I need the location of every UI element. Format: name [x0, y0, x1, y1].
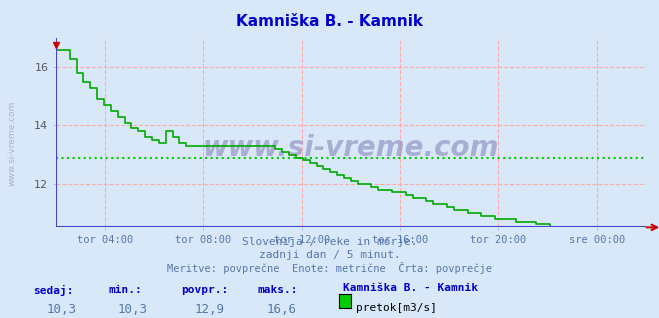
Text: zadnji dan / 5 minut.: zadnji dan / 5 minut. [258, 250, 401, 259]
Text: www.si-vreme.com: www.si-vreme.com [8, 100, 17, 186]
Text: 10,3: 10,3 [117, 303, 148, 316]
Text: Kamniška B. - Kamnik: Kamniška B. - Kamnik [343, 283, 478, 293]
Text: min.:: min.: [109, 285, 142, 294]
Text: povpr.:: povpr.: [181, 285, 229, 294]
Text: 10,3: 10,3 [46, 303, 76, 316]
Text: sedaj:: sedaj: [33, 285, 73, 296]
Text: maks.:: maks.: [257, 285, 297, 294]
Text: 12,9: 12,9 [194, 303, 225, 316]
Text: Meritve: povprečne  Enote: metrične  Črta: povprečje: Meritve: povprečne Enote: metrične Črta:… [167, 262, 492, 274]
Text: Kamniška B. - Kamnik: Kamniška B. - Kamnik [236, 14, 423, 29]
Text: 16,6: 16,6 [267, 303, 297, 316]
Text: www.si-vreme.com: www.si-vreme.com [203, 134, 499, 162]
Text: pretok[m3/s]: pretok[m3/s] [356, 303, 437, 313]
Text: Slovenija / reke in morje.: Slovenija / reke in morje. [242, 237, 417, 247]
